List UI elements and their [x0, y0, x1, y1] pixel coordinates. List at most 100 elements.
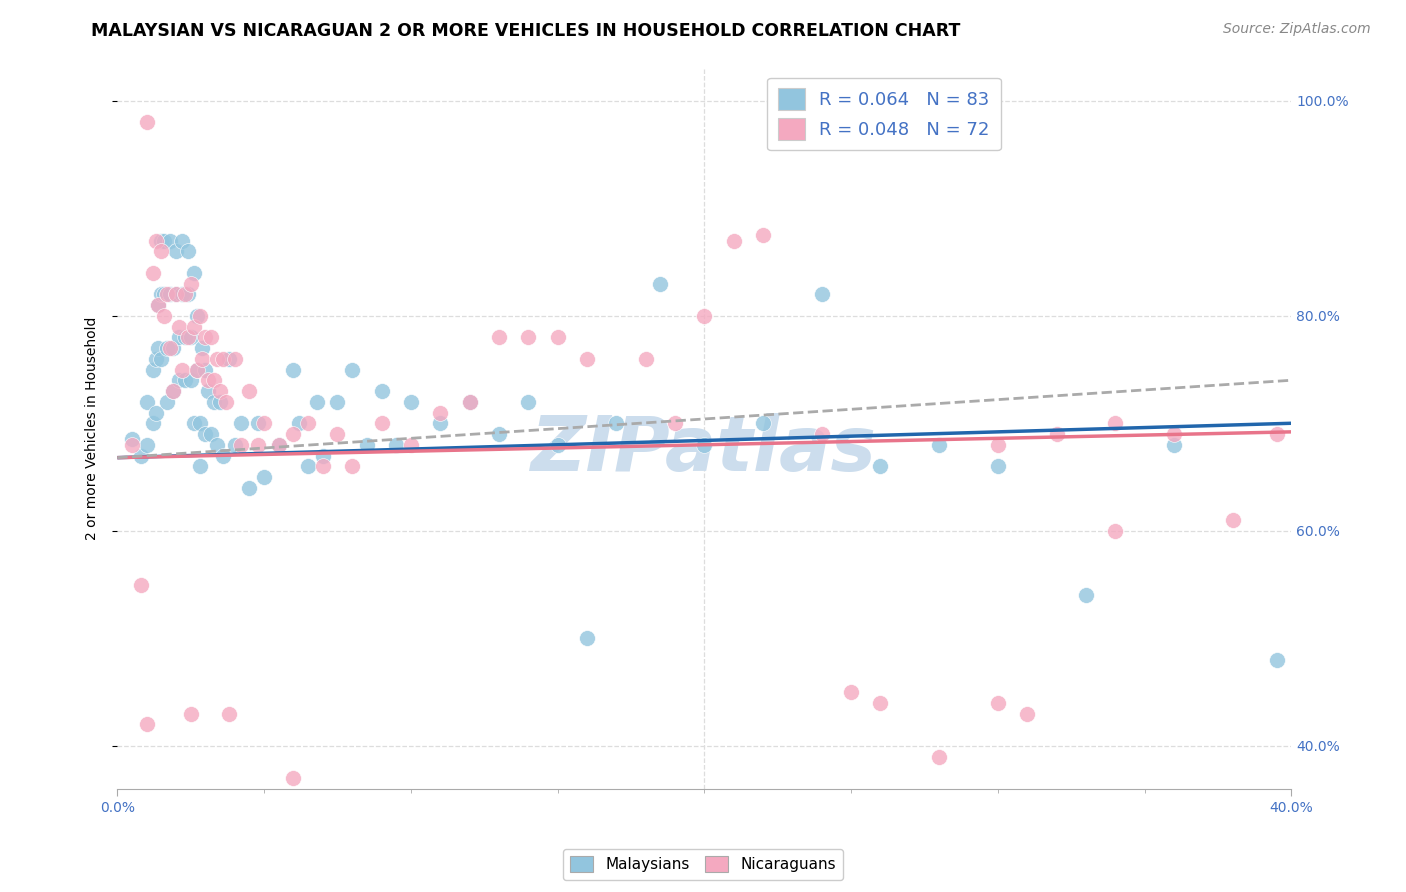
Point: [664, 417, 686, 431]
Point: [142, 266, 165, 280]
Point: [183, 417, 205, 431]
Point: [1045, 427, 1067, 442]
Point: [129, 577, 152, 591]
Point: [283, 771, 305, 785]
Text: Source: ZipAtlas.com: Source: ZipAtlas.com: [1223, 22, 1371, 37]
Point: [135, 438, 157, 452]
Point: [218, 351, 240, 366]
Point: [162, 341, 184, 355]
Point: [197, 384, 219, 398]
Point: [150, 351, 173, 366]
Point: [869, 696, 891, 710]
Point: [650, 277, 672, 291]
Point: [340, 362, 363, 376]
Point: [752, 417, 775, 431]
Point: [752, 228, 775, 243]
Point: [267, 438, 290, 452]
Point: [156, 341, 179, 355]
Point: [165, 287, 187, 301]
Point: [145, 234, 167, 248]
Point: [517, 330, 540, 344]
Point: [159, 287, 181, 301]
Point: [205, 351, 228, 366]
Point: [153, 309, 176, 323]
Point: [305, 394, 328, 409]
Point: [183, 266, 205, 280]
Point: [399, 438, 422, 452]
Point: [188, 459, 211, 474]
Point: [1074, 588, 1097, 602]
Point: [183, 319, 205, 334]
Point: [148, 341, 170, 355]
Point: [194, 362, 217, 376]
Point: [153, 287, 176, 301]
Point: [212, 351, 235, 366]
Point: [928, 749, 950, 764]
Point: [145, 405, 167, 419]
Point: [810, 287, 832, 301]
Point: [1104, 524, 1126, 538]
Point: [180, 706, 202, 721]
Point: [167, 330, 190, 344]
Point: [547, 330, 569, 344]
Legend: R = 0.064   N = 83, R = 0.048   N = 72: R = 0.064 N = 83, R = 0.048 N = 72: [768, 78, 1001, 151]
Point: [429, 417, 451, 431]
Point: [191, 351, 214, 366]
Point: [723, 234, 745, 248]
Point: [194, 427, 217, 442]
Point: [839, 685, 862, 699]
Point: [488, 427, 510, 442]
Point: [283, 362, 305, 376]
Point: [229, 438, 252, 452]
Point: [575, 632, 598, 646]
Y-axis label: 2 or more Vehicles in Household: 2 or more Vehicles in Household: [86, 317, 100, 541]
Point: [1104, 417, 1126, 431]
Point: [142, 362, 165, 376]
Point: [458, 394, 481, 409]
Point: [605, 417, 627, 431]
Point: [810, 427, 832, 442]
Point: [200, 330, 222, 344]
Point: [173, 287, 195, 301]
Point: [150, 244, 173, 259]
Point: [135, 115, 157, 129]
Point: [238, 481, 260, 495]
Point: [267, 438, 290, 452]
Point: [1017, 706, 1039, 721]
Point: [197, 373, 219, 387]
Point: [987, 696, 1010, 710]
Point: [429, 405, 451, 419]
Point: [1251, 879, 1274, 892]
Point: [177, 287, 200, 301]
Point: [194, 330, 217, 344]
Point: [180, 373, 202, 387]
Point: [247, 438, 270, 452]
Point: [142, 417, 165, 431]
Point: [150, 287, 173, 301]
Point: [153, 234, 176, 248]
Point: [180, 330, 202, 344]
Point: [399, 394, 422, 409]
Point: [186, 362, 208, 376]
Point: [186, 362, 208, 376]
Point: [202, 373, 225, 387]
Point: [247, 417, 270, 431]
Point: [370, 417, 392, 431]
Point: [165, 287, 187, 301]
Point: [458, 394, 481, 409]
Point: [209, 394, 232, 409]
Point: [165, 244, 187, 259]
Point: [575, 351, 598, 366]
Point: [129, 449, 152, 463]
Point: [135, 394, 157, 409]
Point: [326, 427, 349, 442]
Point: [253, 470, 276, 484]
Point: [148, 298, 170, 312]
Text: MALAYSIAN VS NICARAGUAN 2 OR MORE VEHICLES IN HOUSEHOLD CORRELATION CHART: MALAYSIAN VS NICARAGUAN 2 OR MORE VEHICL…: [91, 22, 960, 40]
Point: [188, 309, 211, 323]
Point: [869, 459, 891, 474]
Point: [1163, 438, 1185, 452]
Point: [170, 287, 193, 301]
Point: [288, 417, 311, 431]
Point: [1265, 653, 1288, 667]
